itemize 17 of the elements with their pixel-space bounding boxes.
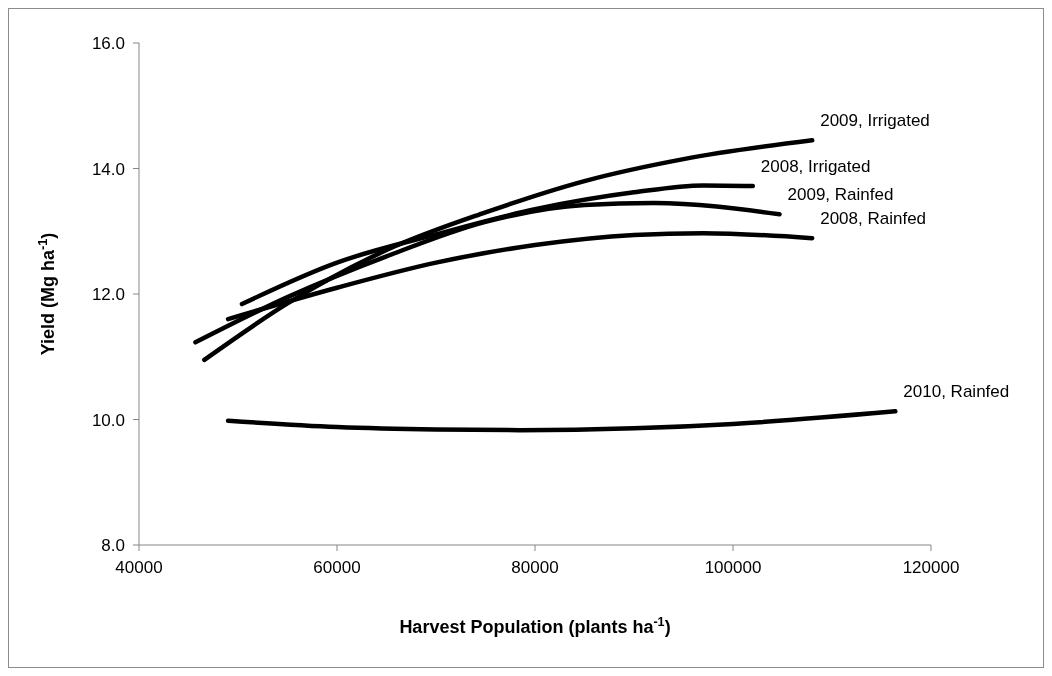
series-label: 2008, Irrigated [760,157,871,177]
y-tick-label: 16.0 [91,34,125,54]
line-series [225,409,898,433]
series-label: 2009, Irrigated [820,111,930,131]
x-tick-label: 100000 [704,558,762,578]
y-tick-label: 10.0 [91,410,125,430]
x-tick-label: 60000 [313,558,361,578]
y-tick-label: 8.0 [101,536,125,556]
x-tick-label: 40000 [115,558,163,578]
y-tick-label: 12.0 [91,285,125,305]
y-tick-label: 14.0 [91,159,125,179]
series-label: 2009, Rainfed [787,185,894,205]
x-tick-label: 80000 [511,558,559,578]
x-axis-title: Harvest Population (plants ha$^{-1}$) [399,615,671,637]
x-tick-label: 120000 [902,558,960,578]
series-label: 2008, Rainfed [820,209,927,229]
series-label: 2010, Rainfed [903,382,1010,402]
